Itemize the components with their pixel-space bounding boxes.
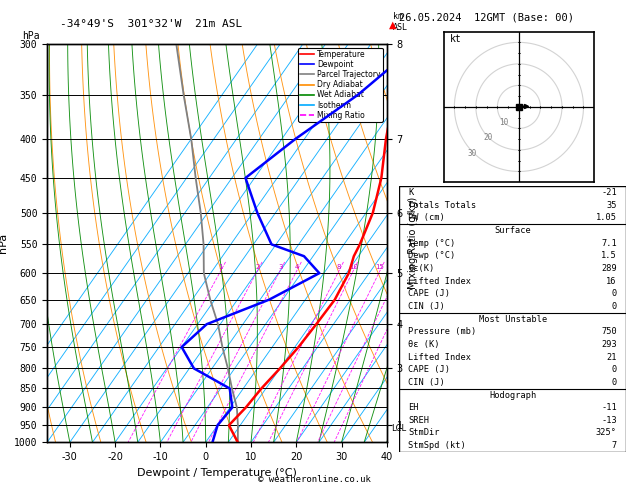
Text: Lifted Index: Lifted Index	[408, 352, 472, 362]
Text: CAPE (J): CAPE (J)	[408, 365, 450, 374]
X-axis label: Dewpoint / Temperature (°C): Dewpoint / Temperature (°C)	[137, 468, 297, 478]
Text: Totals Totals: Totals Totals	[408, 201, 477, 209]
Text: -13: -13	[601, 416, 617, 425]
Text: 289: 289	[601, 264, 617, 273]
Text: 1.05: 1.05	[596, 213, 617, 222]
Text: K: K	[408, 188, 414, 197]
Text: Hodograph: Hodograph	[489, 391, 537, 399]
Text: 10: 10	[349, 264, 358, 270]
Y-axis label: Mixing Ratio (g/kg): Mixing Ratio (g/kg)	[408, 197, 418, 289]
Text: 2: 2	[255, 264, 260, 270]
Text: 7.1: 7.1	[601, 239, 617, 247]
Text: 3: 3	[278, 264, 282, 270]
Text: km
ASL: km ASL	[393, 12, 408, 32]
Text: kt: kt	[450, 35, 462, 44]
Text: Temp (°C): Temp (°C)	[408, 239, 456, 247]
Text: 750: 750	[601, 327, 617, 336]
Text: LCL: LCL	[391, 424, 406, 433]
Text: 0: 0	[611, 378, 617, 387]
Text: ▲: ▲	[389, 19, 397, 30]
Text: StmSpd (kt): StmSpd (kt)	[408, 441, 466, 450]
Text: 21: 21	[606, 352, 617, 362]
Text: θε (K): θε (K)	[408, 340, 440, 349]
Text: 4: 4	[295, 264, 299, 270]
Text: 293: 293	[601, 340, 617, 349]
Text: 0: 0	[611, 289, 617, 298]
Text: 1.5: 1.5	[601, 251, 617, 260]
Text: © weatheronline.co.uk: © weatheronline.co.uk	[258, 474, 371, 484]
Text: 8: 8	[337, 264, 342, 270]
Text: 0: 0	[611, 302, 617, 311]
Text: 15: 15	[376, 264, 384, 270]
Text: CIN (J): CIN (J)	[408, 378, 445, 387]
Text: Dewp (°C): Dewp (°C)	[408, 251, 456, 260]
Text: StmDir: StmDir	[408, 429, 440, 437]
Text: 0: 0	[611, 365, 617, 374]
Text: 26.05.2024  12GMT (Base: 00): 26.05.2024 12GMT (Base: 00)	[399, 12, 574, 22]
Text: PW (cm): PW (cm)	[408, 213, 445, 222]
Text: hPa: hPa	[22, 31, 40, 41]
Text: -34°49'S  301°32'W  21m ASL: -34°49'S 301°32'W 21m ASL	[60, 19, 242, 29]
Text: CIN (J): CIN (J)	[408, 302, 445, 311]
Text: 325°: 325°	[596, 429, 617, 437]
Text: 10: 10	[499, 118, 508, 127]
Text: CAPE (J): CAPE (J)	[408, 289, 450, 298]
Text: -21: -21	[601, 188, 617, 197]
Text: EH: EH	[408, 403, 419, 412]
Text: Most Unstable: Most Unstable	[479, 314, 547, 324]
Text: Lifted Index: Lifted Index	[408, 277, 472, 286]
Text: SREH: SREH	[408, 416, 430, 425]
Legend: Temperature, Dewpoint, Parcel Trajectory, Dry Adiabat, Wet Adiabat, Isotherm, Mi: Temperature, Dewpoint, Parcel Trajectory…	[298, 48, 383, 122]
Text: 30: 30	[468, 149, 477, 158]
Text: 1: 1	[219, 264, 223, 270]
Text: 16: 16	[606, 277, 617, 286]
Y-axis label: hPa: hPa	[0, 233, 8, 253]
Text: 20: 20	[483, 134, 493, 142]
Text: 35: 35	[606, 201, 617, 209]
Text: θε(K): θε(K)	[408, 264, 435, 273]
Text: 7: 7	[611, 441, 617, 450]
Text: -11: -11	[601, 403, 617, 412]
Text: Surface: Surface	[494, 226, 531, 235]
Text: Pressure (mb): Pressure (mb)	[408, 327, 477, 336]
